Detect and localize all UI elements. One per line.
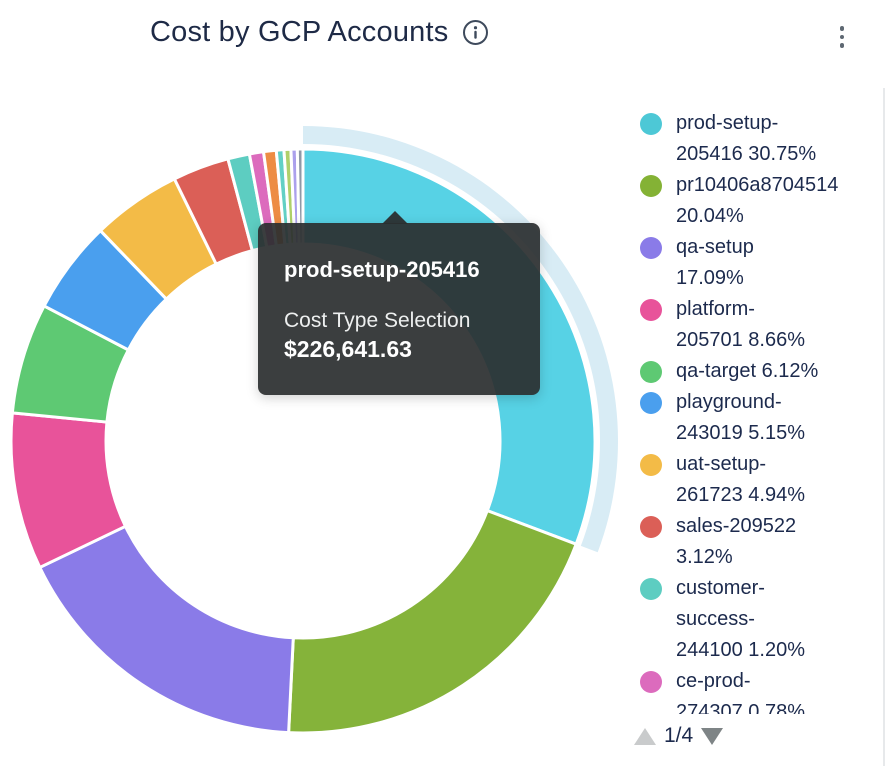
legend-color-dot (640, 454, 662, 476)
legend-label: ce-prod- 274307 0.78% (676, 670, 806, 714)
tooltip-title: prod-setup-205416 (284, 257, 480, 282)
page-indicator: 1/4 (664, 724, 694, 747)
legend-label: platform- 205701 8.66% (676, 298, 806, 351)
legend-label: qa-target 6.12% (676, 360, 819, 382)
legend-color-dot (640, 175, 662, 197)
legend-item[interactable]: playground- 243019 5.15% (638, 387, 884, 449)
legend-label: pr10406a8704514 20.04% (676, 174, 839, 227)
legend-item[interactable]: qa-setup 17.09% (638, 232, 884, 294)
donut-segment[interactable] (38, 524, 295, 735)
legend-color-dot (640, 392, 662, 414)
kebab-menu-icon[interactable] (838, 24, 847, 50)
legend-color-dot (640, 113, 662, 135)
page-down-icon[interactable] (701, 727, 724, 745)
donut-svg (9, 126, 619, 735)
legend-item[interactable]: uat-setup- 261723 4.94% (638, 449, 884, 511)
chart-legend: prod-setup- 205416 30.75% pr10406a8704514 2… (638, 108, 884, 714)
legend-label: sales-209522 3.12% (676, 515, 797, 568)
legend-item[interactable]: platform- 205701 8.66% (638, 294, 884, 356)
card-divider (883, 88, 885, 766)
donut-chart (0, 70, 630, 776)
donut-segment[interactable] (287, 509, 578, 735)
info-icon[interactable] (462, 19, 489, 46)
legend-item[interactable]: qa-target 6.12% (638, 356, 884, 387)
legend-color-dot (640, 516, 662, 538)
legend-color-dot (640, 237, 662, 259)
legend-item[interactable]: customer-success- 244100 1.20% (638, 573, 884, 666)
widget-header: Cost by GCP Accounts (150, 16, 489, 49)
legend-item[interactable]: ce-prod- 274307 0.78% (638, 666, 884, 714)
legend-label: qa-setup 17.09% (676, 236, 754, 289)
tooltip-value: $226,641.63 (284, 336, 412, 362)
chart-tooltip: prod-setup-205416 Cost Type Selection $2… (258, 211, 540, 395)
legend-label: playground- 243019 5.15% (676, 391, 806, 444)
legend-color-dot (640, 361, 662, 383)
legend-color-dot (640, 299, 662, 321)
legend-color-dot (640, 671, 662, 693)
legend-item[interactable]: sales-209522 3.12% (638, 511, 884, 573)
page-up-icon[interactable] (634, 727, 656, 745)
legend-pagination: 1/4 (634, 724, 724, 748)
legend-label: uat-setup- 261723 4.94% (676, 453, 806, 506)
legend-label: prod-setup- 205416 30.75% (676, 112, 817, 165)
tooltip-label: Cost Type Selection (284, 309, 471, 332)
legend-color-dot (640, 578, 662, 600)
page-title: Cost by GCP Accounts (150, 16, 449, 48)
legend-label: customer-success- 244100 1.20% (676, 577, 806, 661)
legend-item[interactable]: prod-setup- 205416 30.75% (638, 108, 884, 170)
legend-item[interactable]: pr10406a8704514 20.04% (638, 170, 884, 232)
